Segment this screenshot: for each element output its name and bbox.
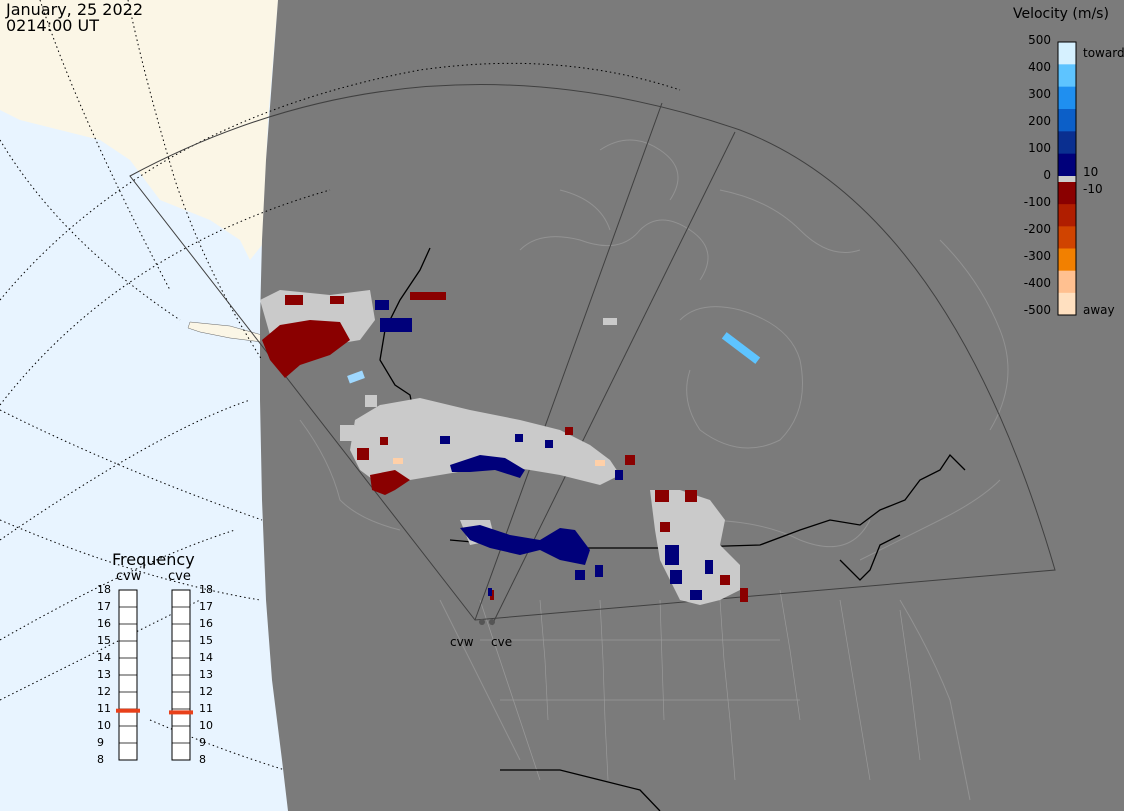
colorbar-inner-tick-neg: -10 [1083,182,1103,196]
aleutian-land [187,321,263,343]
colorbar-tick-label: -500 [1023,303,1051,317]
frequency-scale-label: 12 [199,685,213,698]
frequency-scale-label: 17 [199,600,213,613]
radar-site-cve [489,619,495,625]
colorbar-zero-band [1058,176,1076,182]
colorbar-tick-label: 300 [1028,87,1051,101]
frequency-scale-label: 16 [199,617,213,630]
colorbar-swatch [1058,42,1076,65]
colorbar-swatch [1058,248,1076,272]
land-mass [260,0,1124,811]
colorbar-tick-label: 100 [1028,141,1051,155]
frequency-scale-label: 18 [199,583,213,596]
frequency-scale-label: 14 [97,651,111,664]
alaska-land [0,0,278,260]
colorbar-inner-tick-pos: 10 [1083,165,1099,179]
frequency-title: Frequency [112,550,195,569]
colorbar-tick-label: -400 [1023,276,1051,290]
freq-radar-label-cve: cve [168,569,191,584]
colorbar-swatch [1058,226,1076,249]
colorbar-swatch [1058,204,1076,227]
frequency-scale-label: 12 [97,685,111,698]
frequency-scale-label: 8 [199,753,206,766]
colorbar-swatch [1058,182,1076,205]
velocity-colorbar [1057,41,1077,316]
frequency-marker [116,708,140,713]
radar-site-cvw [479,619,485,625]
colorbar-swatch [1058,270,1076,294]
colorbar-swatch [1058,131,1076,155]
frequency-scale-label: 11 [97,702,111,715]
coastlines [299,139,1009,801]
colorbar-tick-label: -200 [1023,222,1051,236]
colorbar-tick-label: 500 [1028,33,1051,47]
frequency-scale-label: 9 [97,736,104,749]
frequency-scale-label: 13 [199,668,213,681]
frequency-scale-label: 17 [97,600,111,613]
colorbar-title: Velocity (m/s) [1013,6,1109,22]
frequency-scale-label: 14 [199,651,213,664]
colorbar-tick-label: 400 [1028,60,1051,74]
colorbar-tick-label: -100 [1023,195,1051,209]
colorbar-swatch [1058,86,1076,110]
frequency-scale-label: 10 [97,719,111,732]
frequency-scale-label: 16 [97,617,111,630]
freq-radar-label-cvw: cvw [116,569,142,584]
toward-label: toward [1083,46,1124,60]
frequency-scale-label: 13 [97,668,111,681]
geo-grid [0,0,681,771]
frequency-marker [169,710,193,715]
frequency-scale-label: 8 [97,753,104,766]
colorbar-swatch [1058,109,1076,132]
colorbar-swatch [1058,292,1076,316]
scatter-cells [260,290,761,605]
time-label: 0214:00 UT [6,16,100,35]
frequency-panels [116,589,193,761]
site-label-cve: cve [491,635,513,649]
away-label: away [1083,303,1115,317]
date-label: January, 25 2022 [6,0,143,19]
site-label-cvw: cvw [450,635,474,649]
frequency-scale-label: 11 [199,702,213,715]
frequency-scale-label: 15 [97,634,111,647]
frequency-scale-label: 10 [199,719,213,732]
colorbar-tick-label: 0 [1043,168,1051,182]
colorbar-border [1057,41,1077,316]
frequency-scale-label: 9 [199,736,206,749]
colorbar-tick-label: 200 [1028,114,1051,128]
frequency-scale-label: 18 [97,583,111,596]
state-borders [479,589,921,781]
colorbar-tick-label: -300 [1023,249,1051,263]
colorbar-swatch [1058,153,1076,177]
frequency-scale-label: 15 [199,634,213,647]
colorbar-swatch [1058,64,1076,88]
